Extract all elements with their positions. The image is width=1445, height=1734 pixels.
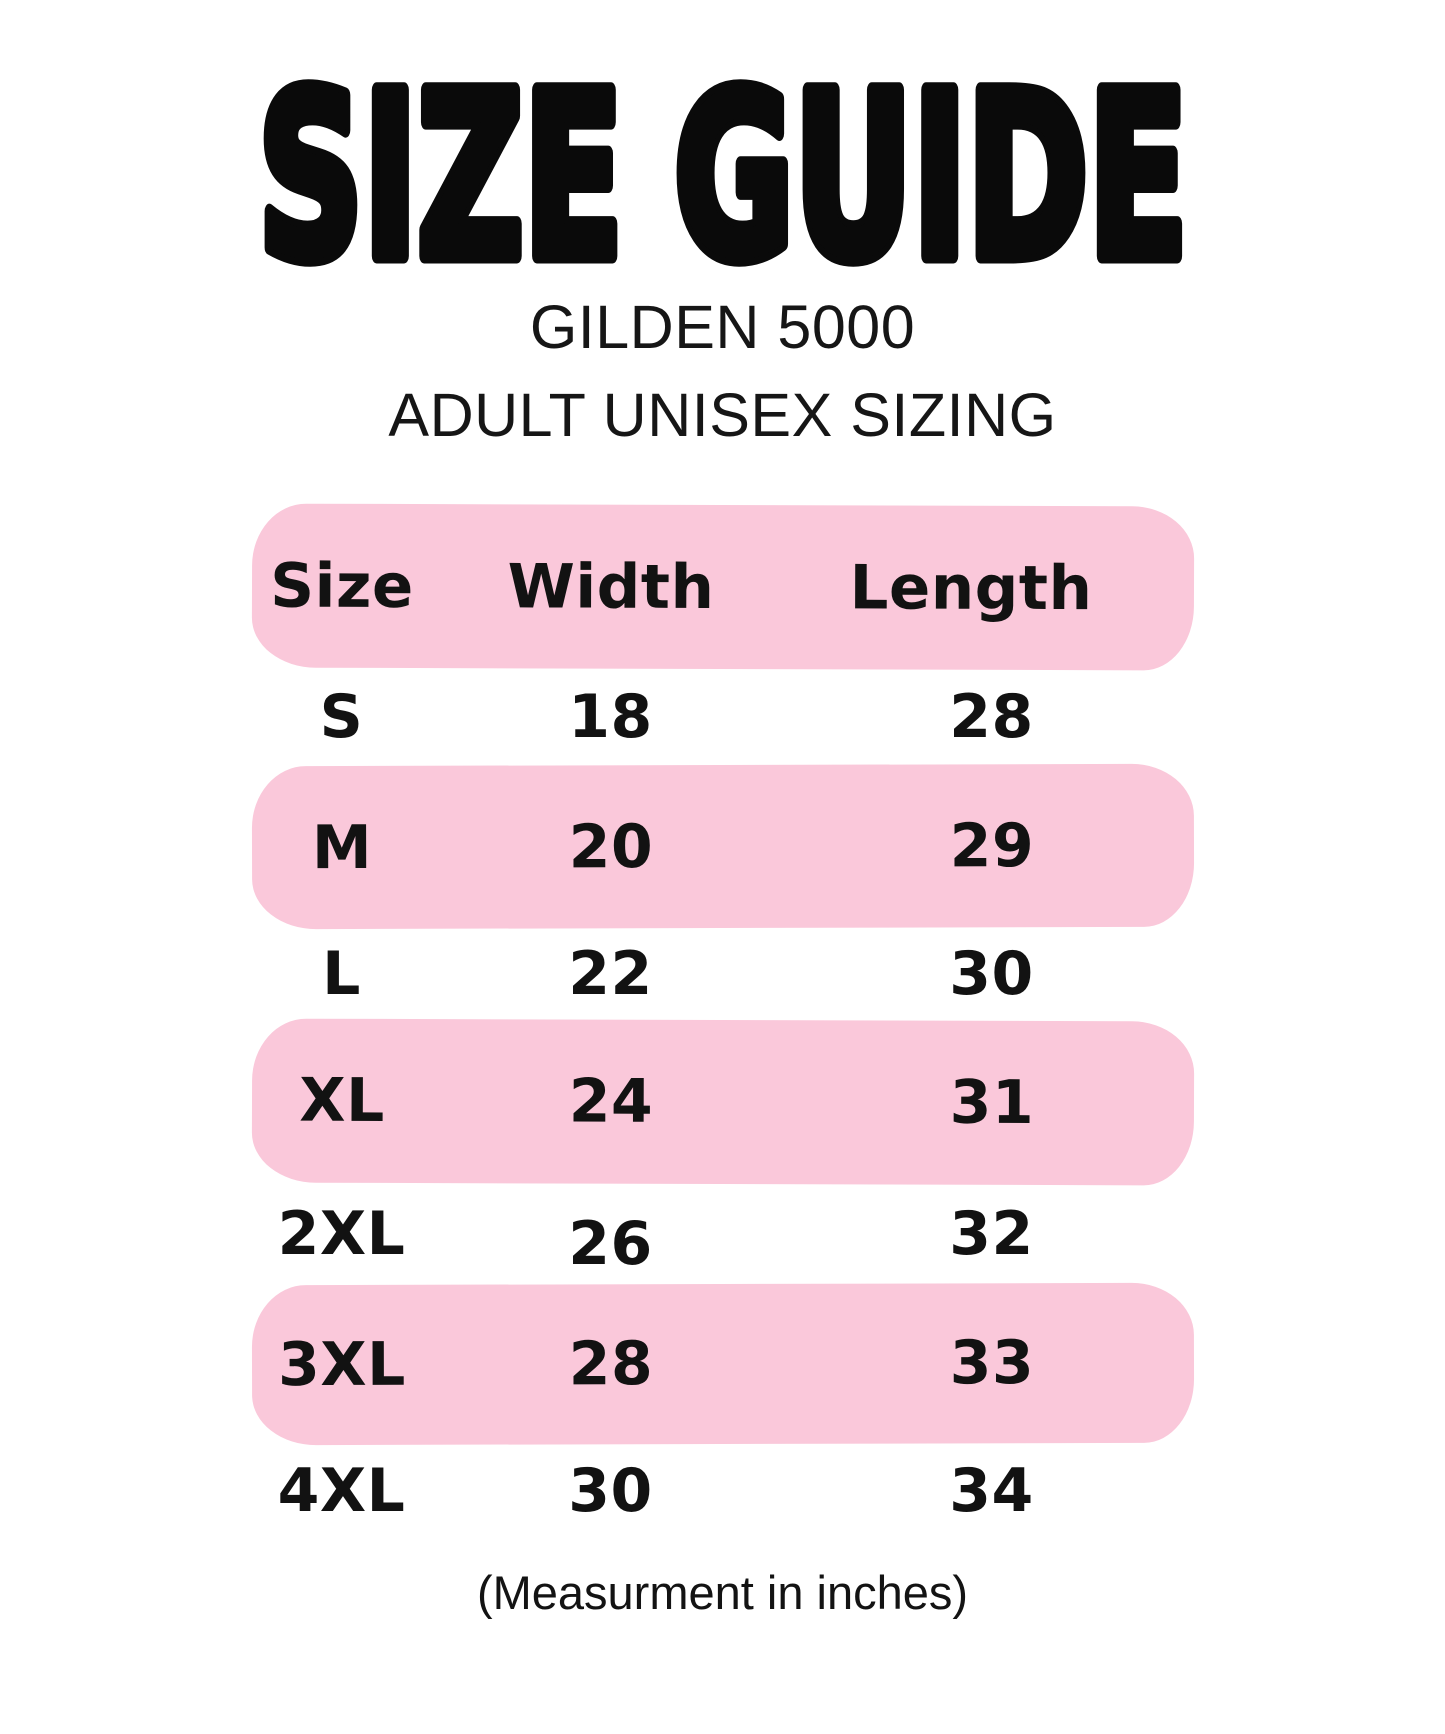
table-row-2xl: 2XL 26 32 [252, 1184, 1194, 1284]
size-table: Size Width Length S 18 28 M 20 29 L 22 3… [251, 503, 1194, 1538]
width-value-cell: 22 [568, 939, 653, 1009]
size-cell: M [311, 812, 372, 883]
length-value-cell: 30 [949, 939, 1034, 1009]
table-row-4xl: 4XL 30 34 [252, 1444, 1194, 1538]
width-value-cell: 30 [568, 1456, 653, 1526]
length-value-cell: 29 [949, 810, 1034, 881]
column-header-width: Width [506, 550, 715, 623]
table-row-l: L 22 30 [252, 928, 1194, 1020]
width-value-cell: 18 [568, 682, 653, 752]
column-header-length: Length [848, 551, 1093, 624]
header: SIZE GUIDE GILDEN 5000 ADULT UNISEX SIZI… [0, 0, 1445, 459]
table-header-row: Size Width Length [251, 503, 1194, 671]
width-value-cell: 26 [568, 1209, 653, 1279]
subtitle-line-2: ADULT UNISEX SIZING [388, 381, 1057, 449]
subtitle-line-1: GILDEN 5000 [529, 293, 916, 361]
size-cell: S [319, 682, 364, 752]
length-value-cell: 31 [949, 1067, 1034, 1138]
length-value-cell: 34 [949, 1456, 1034, 1526]
size-cell: XL [298, 1065, 385, 1136]
size-cell: 3XL [277, 1329, 406, 1401]
size-cell: 4XL [277, 1456, 406, 1526]
size-cell: 2XL [277, 1199, 406, 1269]
width-value-cell: 28 [568, 1329, 653, 1400]
page-title: SIZE GUIDE [258, 68, 1188, 283]
column-header-size: Size [269, 550, 414, 622]
length-value-cell: 33 [949, 1328, 1034, 1399]
title-graphic: SIZE GUIDE [250, 68, 1195, 283]
size-cell: L [322, 939, 361, 1009]
width-value-cell: 24 [568, 1066, 653, 1137]
width-value-cell: 20 [568, 811, 653, 882]
table-row-3xl: 3XL 28 33 [251, 1282, 1194, 1446]
length-value-cell: 28 [949, 682, 1034, 752]
table-row-m: M 20 29 [251, 763, 1194, 930]
table-row-s: S 18 28 [252, 669, 1194, 765]
table-row-xl: XL 24 31 [251, 1018, 1194, 1186]
length-value-cell: 32 [949, 1199, 1034, 1269]
measurement-note: (Measurment in inches) [476, 1566, 969, 1619]
